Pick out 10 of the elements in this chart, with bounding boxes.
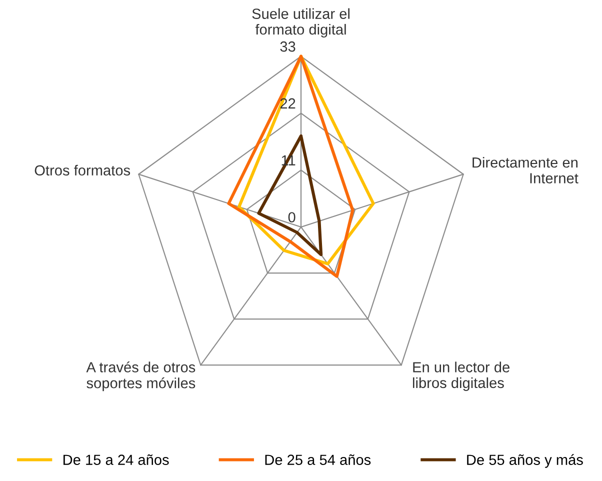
spoke-label: Otros formatos (34, 164, 130, 176)
spoke-label: Suele utilizar el formato digital (252, 8, 350, 38)
legend-label: De 55 años y más (467, 454, 583, 468)
spoke-label: Directamente en Internet (472, 156, 578, 184)
legend-label: De 15 a 24 años (64, 454, 169, 465)
legend-label: De 25 a 54 años (265, 454, 371, 465)
y-tick-label: 33 (280, 41, 296, 52)
y-tick-label: 0 (288, 212, 296, 222)
spoke-label: A través de otros soportes móviles (86, 361, 196, 392)
spoke-label: En un lector de libros digitales (412, 362, 510, 391)
